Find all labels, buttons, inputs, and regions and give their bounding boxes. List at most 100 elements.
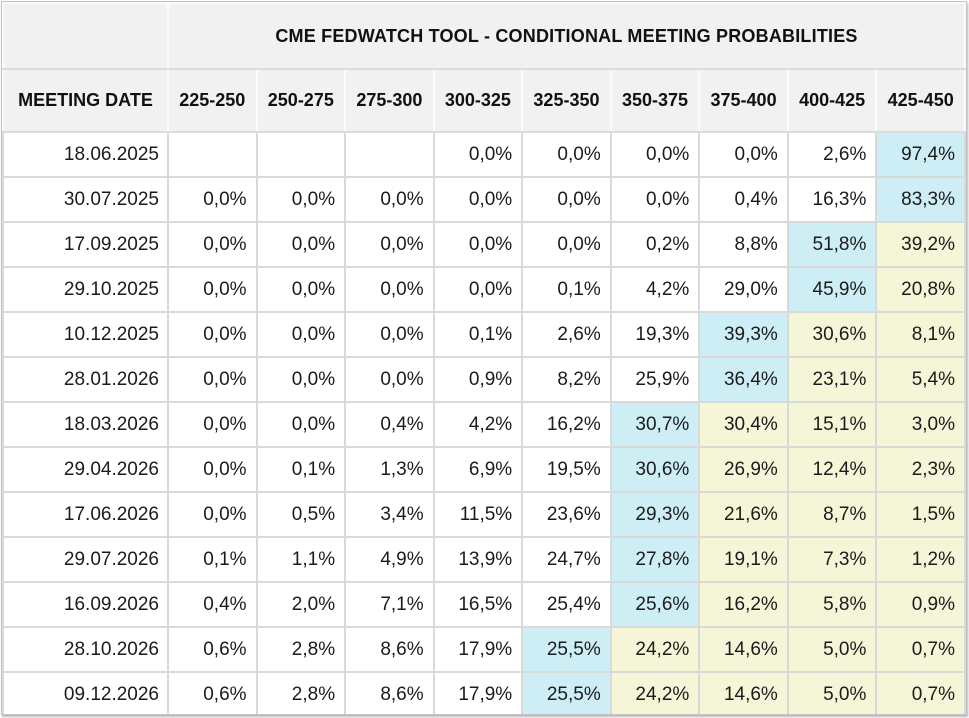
probability-cell: 23,6%: [521, 491, 612, 538]
probability-cell: 8,7%: [786, 491, 878, 538]
probability-cell: [167, 131, 258, 178]
meeting-date-cell: 29.10.2025: [2, 266, 169, 313]
probability-cell: 0,0%: [432, 131, 524, 178]
probability-rows: 18.06.2025 0,0% 0,0% 0,0% 0,0% 2,6% 97,4% 30.07…: [2, 131, 966, 714]
probability-cell: 0,6%: [167, 671, 258, 714]
probability-cell: 25,5%: [521, 671, 612, 714]
probability-cell: 8,8%: [698, 221, 789, 268]
probability-cell: 0,1%: [167, 536, 258, 583]
probability-cell: 39,2%: [875, 221, 966, 268]
probability-cell: 0,0%: [167, 176, 258, 223]
probability-cell: 29,0%: [698, 266, 789, 313]
probability-cell: [344, 131, 435, 178]
probability-cell: 4,2%: [432, 401, 524, 448]
meeting-date-cell: 17.09.2025: [2, 221, 169, 268]
title-row: CME FEDWATCH TOOL - CONDITIONAL MEETING …: [2, 2, 966, 70]
rate-range-header: 300-325: [432, 68, 524, 133]
probability-cell: 14,6%: [698, 671, 789, 714]
meeting-date-cell: 29.07.2026: [2, 536, 169, 583]
table-row: 18.03.2026 0,0% 0,0% 0,4% 4,2% 16,2% 30,7% 30,4…: [2, 401, 966, 448]
probability-cell: 24,2%: [609, 671, 701, 714]
table-row: 18.06.2025 0,0% 0,0% 0,0% 0,0% 2,6% 97,4%: [2, 131, 966, 178]
probability-cell: 4,9%: [344, 536, 435, 583]
probability-cell: 83,3%: [875, 176, 966, 223]
probability-cell: 0,0%: [167, 311, 258, 358]
table-row: 29.10.2025 0,0% 0,0% 0,0% 0,0% 0,1% 4,2% 29,0% 4…: [2, 266, 966, 313]
meeting-date-cell: 09.12.2026: [2, 671, 169, 714]
probability-cell: 2,8%: [255, 671, 347, 714]
probability-cell: 21,6%: [698, 491, 789, 538]
probability-cell: 0,0%: [255, 221, 347, 268]
probability-cell: 13,9%: [432, 536, 524, 583]
probability-cell: 20,8%: [875, 266, 966, 313]
probability-cell: 6,9%: [432, 446, 524, 493]
probability-cell: 39,3%: [698, 311, 789, 358]
probability-cell: 1,1%: [255, 536, 347, 583]
probability-cell: 15,1%: [786, 401, 878, 448]
probability-cell: 7,1%: [344, 581, 435, 628]
probability-cell: 0,0%: [344, 176, 435, 223]
probability-cell: 0,0%: [609, 131, 701, 178]
probability-cell: 11,5%: [432, 491, 524, 538]
probability-cell: 0,0%: [167, 266, 258, 313]
probability-cell: 19,3%: [609, 311, 701, 358]
probability-cell: 5,0%: [786, 626, 878, 673]
probability-cell: 51,8%: [786, 221, 878, 268]
meeting-date-cell: 18.06.2025: [2, 131, 169, 178]
probability-cell: 25,9%: [609, 356, 701, 403]
table-row: 28.01.2026 0,0% 0,0% 0,0% 0,9% 8,2% 25,9% 36,4%…: [2, 356, 966, 403]
table-row: 17.09.2025 0,0% 0,0% 0,0% 0,0% 0,0% 0,2% 8,8% 51…: [2, 221, 966, 268]
table-row: 29.07.2026 0,1% 1,1% 4,9% 13,9% 24,7% 27,8% 19,…: [2, 536, 966, 583]
probability-cell: 45,9%: [786, 266, 878, 313]
meeting-date-cell: 17.06.2026: [2, 491, 169, 538]
probability-cell: 3,4%: [344, 491, 435, 538]
meeting-date-cell: 18.03.2026: [2, 401, 169, 448]
probability-cell: 30,6%: [786, 311, 878, 358]
probability-cell: 17,9%: [432, 671, 524, 714]
probability-cell: 0,0%: [167, 401, 258, 448]
meeting-date-cell: 29.04.2026: [2, 446, 169, 493]
probability-cell: 30,6%: [609, 446, 701, 493]
probability-cell: 8,1%: [875, 311, 966, 358]
rate-range-header: 375-400: [698, 68, 789, 133]
probability-cell: 27,8%: [609, 536, 701, 583]
probability-cell: 0,0%: [432, 176, 524, 223]
probability-cell: 0,5%: [255, 491, 347, 538]
probability-cell: 30,4%: [698, 401, 789, 448]
probability-cell: 0,2%: [609, 221, 701, 268]
probability-cell: 0,0%: [432, 266, 524, 313]
probability-cell: 24,7%: [521, 536, 612, 583]
probability-cell: 24,2%: [609, 626, 701, 673]
probability-cell: 0,9%: [432, 356, 524, 403]
probability-cell: 0,1%: [521, 266, 612, 313]
probability-cell: 5,4%: [875, 356, 966, 403]
probability-cell: 3,0%: [875, 401, 966, 448]
probability-cell: 8,2%: [521, 356, 612, 403]
probability-cell: 0,1%: [255, 446, 347, 493]
probability-cell: 0,0%: [521, 221, 612, 268]
probability-cell: 0,6%: [167, 626, 258, 673]
probability-cell: 0,0%: [255, 356, 347, 403]
probability-cell: 5,8%: [786, 581, 878, 628]
probability-cell: 0,1%: [432, 311, 524, 358]
table-row: 16.09.2026 0,4% 2,0% 7,1% 16,5% 25,4% 25,6% 16,…: [2, 581, 966, 628]
probability-cell: 16,2%: [521, 401, 612, 448]
probability-cell: 0,0%: [167, 446, 258, 493]
table-row: 17.06.2026 0,0% 0,5% 3,4% 11,5% 23,6% 29,3% 21,…: [2, 491, 966, 538]
probability-cell: 16,2%: [698, 581, 789, 628]
rate-range-header: 425-450: [875, 68, 966, 133]
probability-cell: 25,4%: [521, 581, 612, 628]
probability-cell: [255, 131, 347, 178]
corner-cell: [2, 2, 169, 70]
table-row: 30.07.2025 0,0% 0,0% 0,0% 0,0% 0,0% 0,0% 0,4% 16…: [2, 176, 966, 223]
probability-cell: 17,9%: [432, 626, 524, 673]
probability-cell: 8,6%: [344, 626, 435, 673]
probability-cell: 0,0%: [432, 221, 524, 268]
probability-cell: 0,0%: [344, 356, 435, 403]
probability-cell: 0,4%: [344, 401, 435, 448]
probability-cell: 0,9%: [875, 581, 966, 628]
probability-cell: 0,0%: [344, 266, 435, 313]
meeting-date-cell: 10.12.2025: [2, 311, 169, 358]
probability-cell: 7,3%: [786, 536, 878, 583]
